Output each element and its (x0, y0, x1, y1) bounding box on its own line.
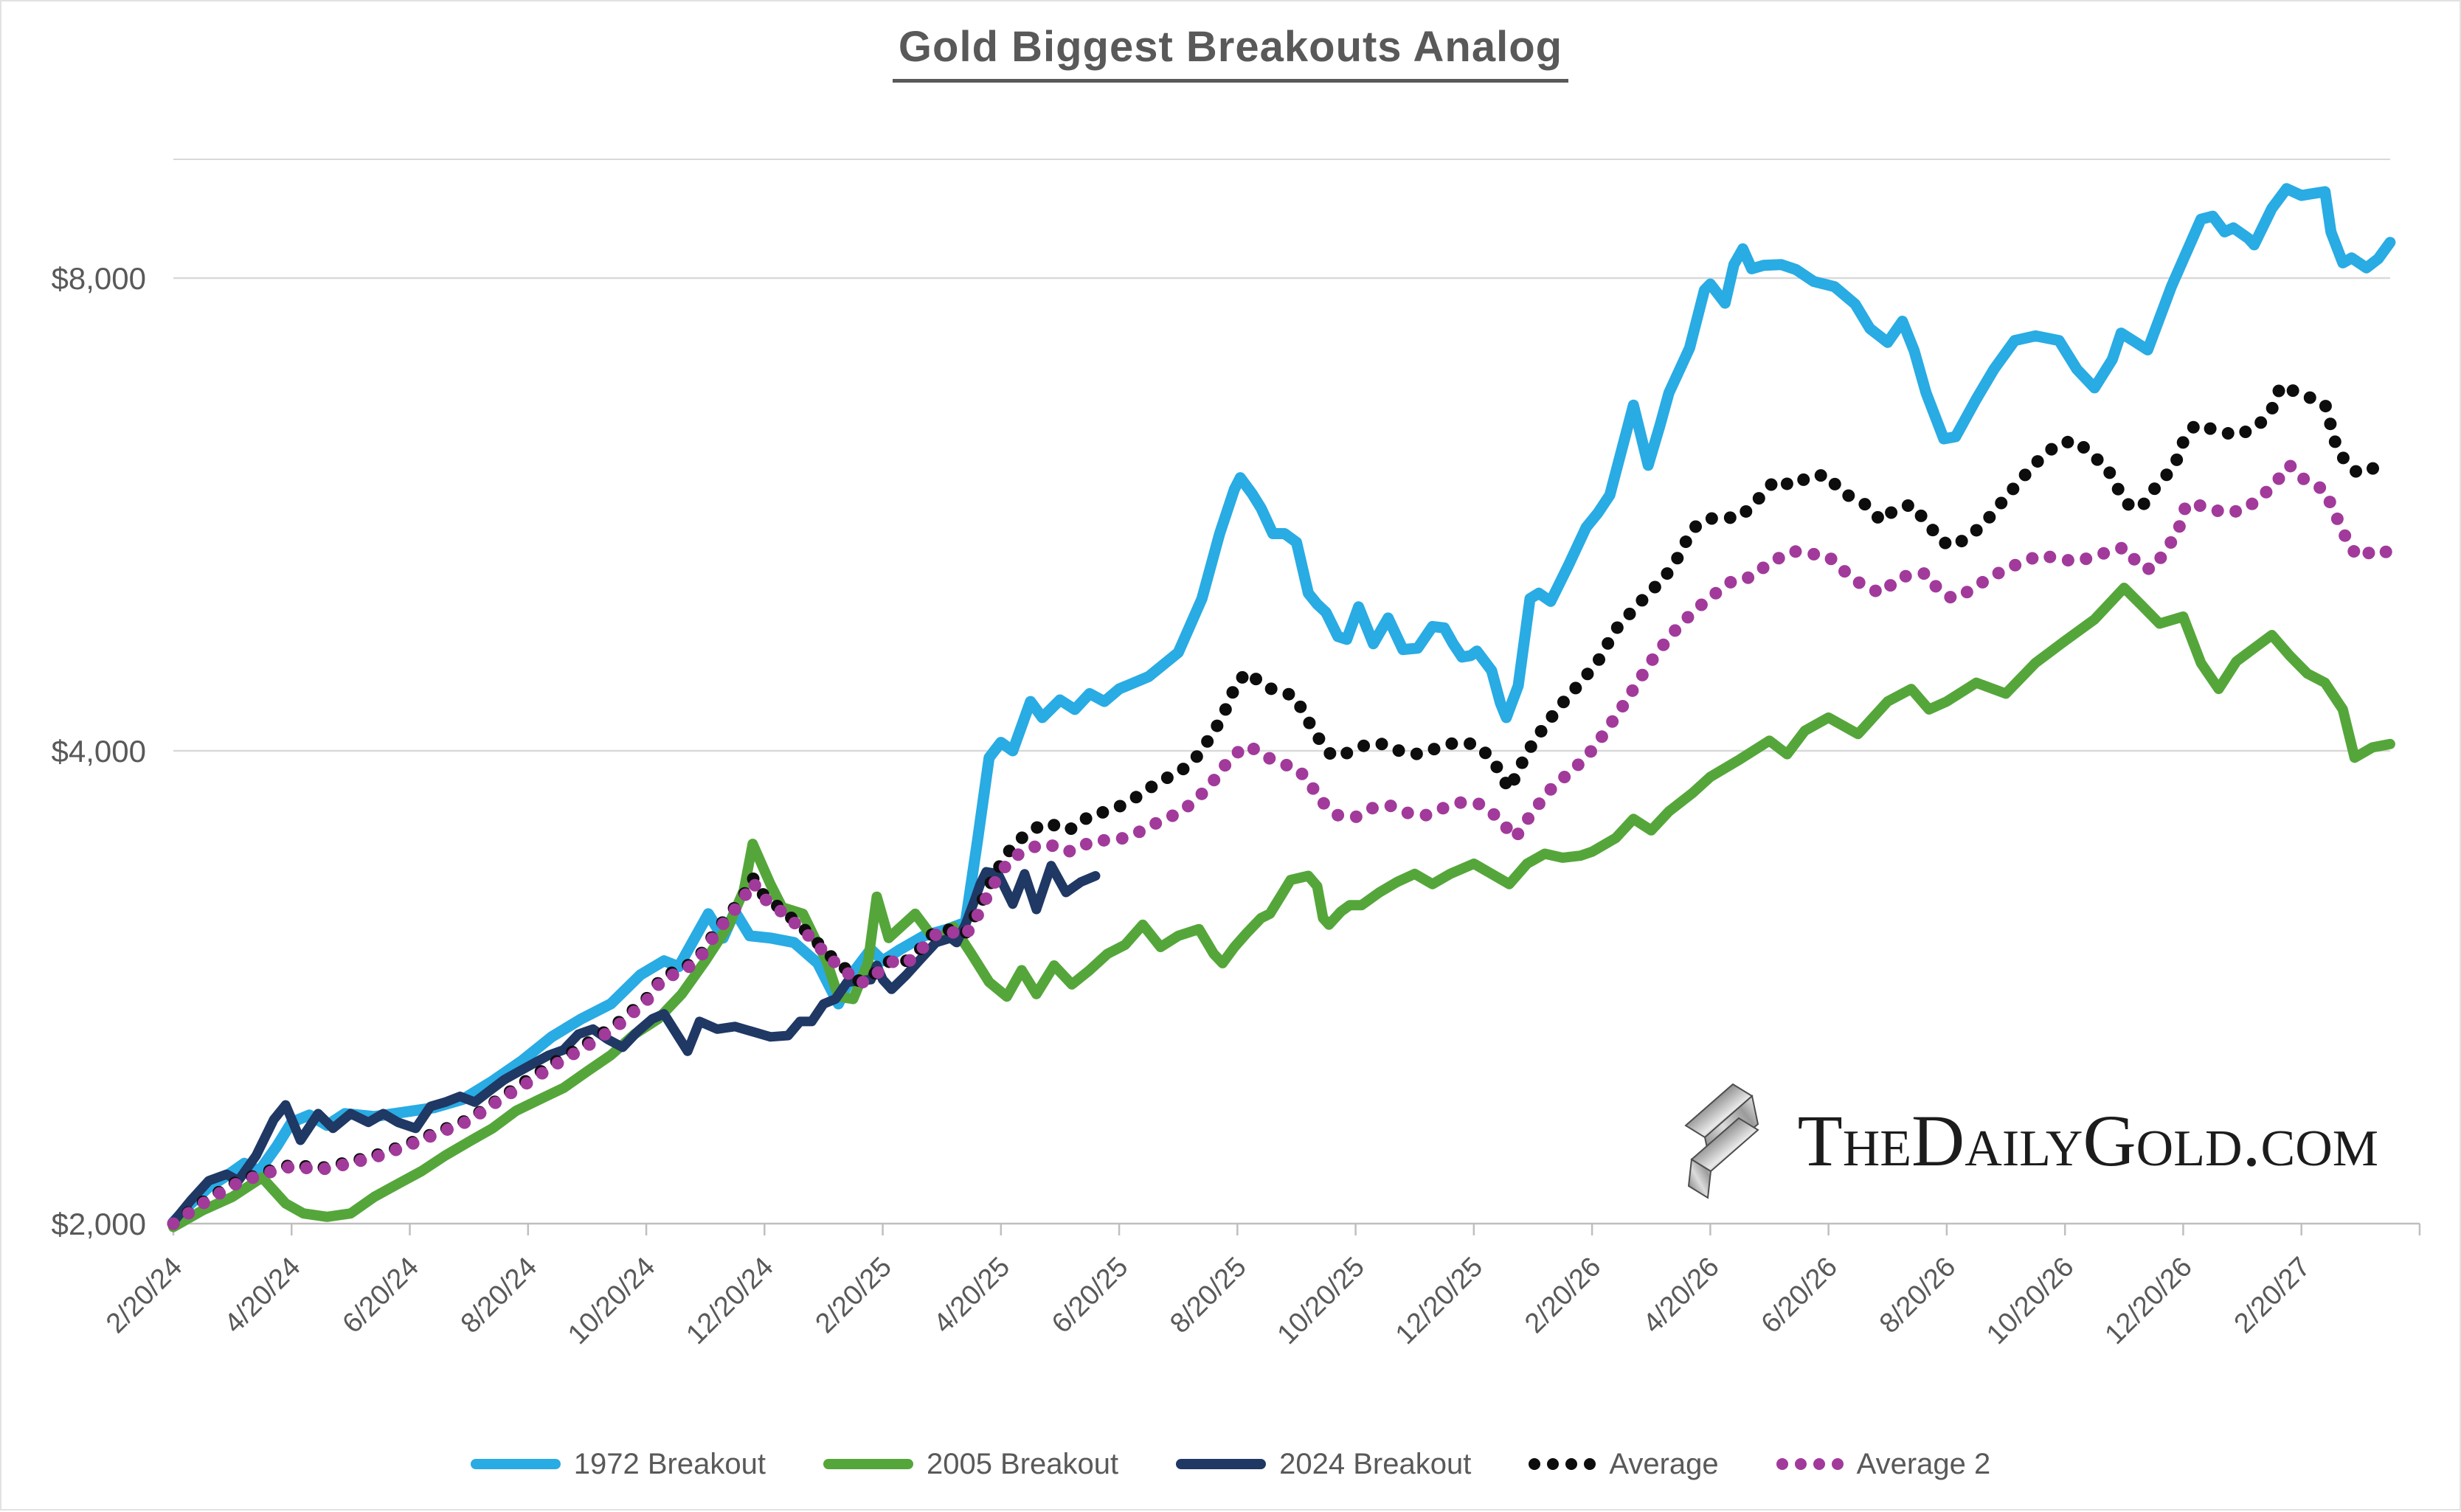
x-tick-label: 2/20/27 (2229, 1252, 2316, 1339)
x-tick-label: 10/20/25 (1272, 1252, 1371, 1350)
legend-swatch-2005 (823, 1459, 913, 1469)
x-tick-label: 4/20/24 (218, 1252, 306, 1339)
legend-dot (1565, 1458, 1578, 1470)
x-tick-label: 10/20/24 (562, 1252, 661, 1350)
series-2024-breakout (168, 861, 1101, 1227)
legend-label: 2005 Breakout (926, 1447, 1119, 1480)
x-tick-label: 8/20/25 (1164, 1252, 1252, 1339)
logo-text: TheDailyGold.com (1797, 1099, 2378, 1182)
logo: TheDailyGold.com (1675, 1080, 2378, 1201)
legend-label: Average 2 (1856, 1447, 1991, 1480)
legend-dot (1584, 1458, 1596, 1470)
x-tick-label: 2/20/25 (810, 1252, 898, 1339)
x-tick-label: 4/20/25 (928, 1252, 1016, 1339)
x-tick-label: 4/20/26 (1637, 1252, 1725, 1339)
legend-dot (1831, 1458, 1844, 1470)
legend-item-average-2: Average 2 (1776, 1447, 1991, 1481)
x-tick-label: 12/20/24 (680, 1252, 779, 1350)
logo-icon (1683, 1083, 1759, 1199)
x-tick-label: 10/20/26 (1981, 1252, 2080, 1350)
legend-dot (1813, 1458, 1825, 1470)
legend-item-average: Average (1529, 1447, 1719, 1481)
series-1972-breakout (167, 183, 2396, 1228)
x-tick-label: 8/20/26 (1874, 1252, 1962, 1339)
legend-swatch-1972 (470, 1459, 561, 1469)
legend-swatch-average (1529, 1458, 1596, 1470)
page-title: Gold Biggest Breakouts Analog (1, 22, 2460, 83)
y-tick-label: $8,000 (52, 261, 146, 296)
x-tick-label: 2/20/24 (100, 1252, 188, 1339)
legend-dot (1794, 1458, 1807, 1470)
legend-item-1972-breakout: 1972 Breakout (470, 1447, 766, 1481)
x-tick-label: 8/20/24 (455, 1252, 543, 1339)
y-tick-label: $4,000 (52, 734, 146, 769)
legend-label: Average (1609, 1447, 1719, 1480)
series-average-2 (167, 459, 2397, 1230)
legend-dot (1776, 1458, 1788, 1470)
x-tick-label: 12/20/26 (2099, 1252, 2198, 1350)
y-tick-label: $2,000 (52, 1207, 146, 1241)
legend-dot (1547, 1458, 1560, 1470)
x-tick-label: 6/20/26 (1756, 1252, 1844, 1339)
legend-swatch-average-2 (1776, 1458, 1844, 1470)
x-tick-label: 12/20/25 (1390, 1252, 1489, 1350)
legend-label: 2024 Breakout (1279, 1447, 1472, 1480)
legend-swatch-2024 (1176, 1459, 1267, 1469)
legend-item-2005-breakout: 2005 Breakout (823, 1448, 1118, 1481)
chart-legend: 1972 Breakout 2005 Breakout 2024 Breakou… (1, 1431, 2460, 1497)
x-tick-label: 2/20/26 (1519, 1252, 1607, 1339)
page-title-text: Gold Biggest Breakouts Analog (892, 22, 1569, 83)
legend-dot (1529, 1458, 1541, 1470)
legend-item-2024-breakout: 2024 Breakout (1176, 1448, 1471, 1481)
x-tick-label: 6/20/24 (337, 1252, 425, 1339)
x-tick-label: 6/20/25 (1046, 1252, 1134, 1339)
legend-label: 1972 Breakout (573, 1447, 766, 1480)
series-average (167, 379, 2394, 1230)
